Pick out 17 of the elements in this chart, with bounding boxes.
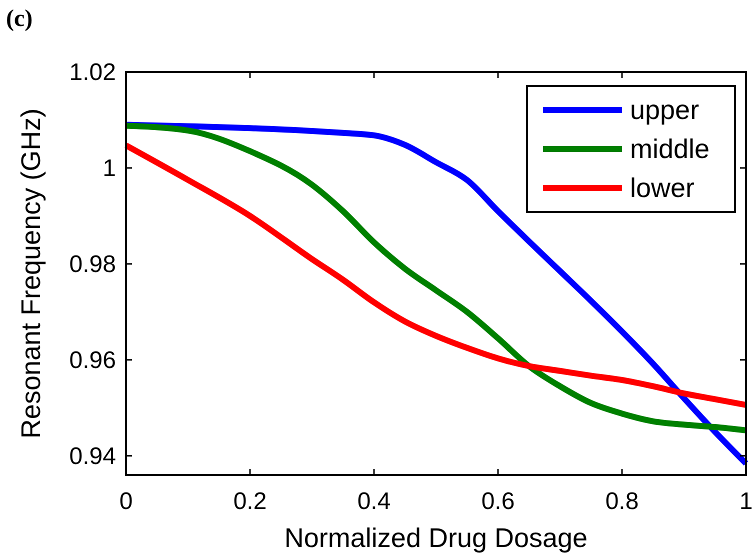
legend-label: upper (630, 95, 700, 125)
x-tick-label: 0.6 (481, 488, 515, 515)
x-axis-title: Normalized Drug Dosage (284, 523, 588, 553)
y-tick-label: 1 (102, 154, 116, 182)
x-tick-label: 0.8 (605, 488, 639, 515)
x-tick-label: 0 (119, 488, 133, 515)
legend-label: lower (630, 173, 695, 203)
x-tick-label: 0.2 (233, 488, 267, 515)
x-tick-label: 1 (739, 488, 753, 515)
y-tick-label: 1.02 (69, 59, 116, 86)
y-tick-label: 0.96 (69, 346, 116, 374)
y-axis-title: Resonant Frequency (GHz) (16, 108, 46, 439)
y-tick-label: 0.98 (69, 250, 116, 278)
legend-label: middle (630, 134, 710, 164)
x-tick-label: 0.4 (357, 488, 391, 515)
y-tick-label: 0.94 (69, 442, 116, 470)
text: (c) (6, 6, 33, 32)
